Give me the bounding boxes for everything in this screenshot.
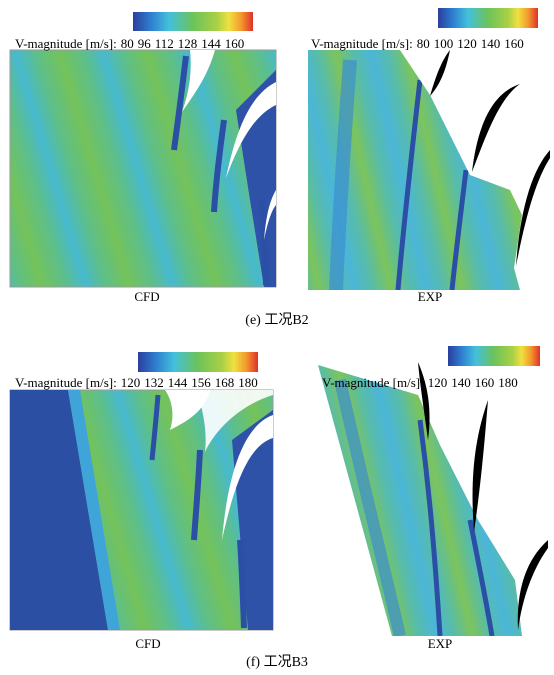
legend-text: V-magnitude [m/s]: 80 100 120 140 160 [311, 36, 524, 51]
legend-tick: 140 [481, 36, 501, 51]
legend-title: V-magnitude [m/s]: [15, 36, 117, 51]
legend-tick: 160 [475, 375, 495, 390]
colorbar [448, 346, 540, 366]
plot-label: EXP [418, 289, 443, 304]
legend-tick: 80 [121, 36, 134, 51]
colorbar [133, 12, 253, 31]
colorbar [138, 352, 258, 372]
legend-text: V-magnitude [m/s]: 120 140 160 180 [322, 375, 518, 390]
legend-tick: 120 [428, 375, 448, 390]
legend-text: V-magnitude [m/s]: 80 96 112 128 144 160 [15, 36, 244, 51]
legend-tick: 180 [498, 375, 518, 390]
legend-tick: 80 [417, 36, 430, 51]
contour-plot [318, 362, 548, 636]
legend-tick: 128 [178, 36, 198, 51]
legend-title: V-magnitude [m/s]: [15, 375, 117, 390]
legend-tick: 96 [138, 36, 152, 51]
legend-tick: 168 [215, 375, 235, 390]
legend-tick: 144 [201, 36, 221, 51]
legend-tick: 140 [451, 375, 471, 390]
legend-text: V-magnitude [m/s]: 120 132 144 156 168 180 [15, 375, 258, 390]
plot-label: EXP [428, 636, 453, 651]
plot-label: CFD [135, 636, 160, 651]
caption: (e) 工况B2 [245, 313, 308, 328]
contour-plot [308, 50, 550, 290]
legend-tick: 180 [238, 375, 258, 390]
legend-tick: 120 [457, 36, 477, 51]
legend-title: V-magnitude [m/s]: [311, 36, 413, 51]
legend-tick: 112 [155, 36, 174, 51]
legend-tick: 120 [121, 375, 141, 390]
legend-tick: 132 [144, 375, 164, 390]
caption: (f) 工况B3 [246, 655, 308, 670]
legend-tick: 144 [168, 375, 188, 390]
contour-plot [9, 49, 277, 288]
colorbar [438, 8, 538, 28]
plot-label: CFD [134, 289, 159, 304]
contour-plot [9, 389, 274, 631]
legend-tick: 160 [225, 36, 245, 51]
legend-tick: 100 [434, 36, 454, 51]
legend-title: V-magnitude [m/s]: [322, 375, 424, 390]
legend-tick: 160 [504, 36, 524, 51]
legend-tick: 156 [191, 375, 211, 390]
